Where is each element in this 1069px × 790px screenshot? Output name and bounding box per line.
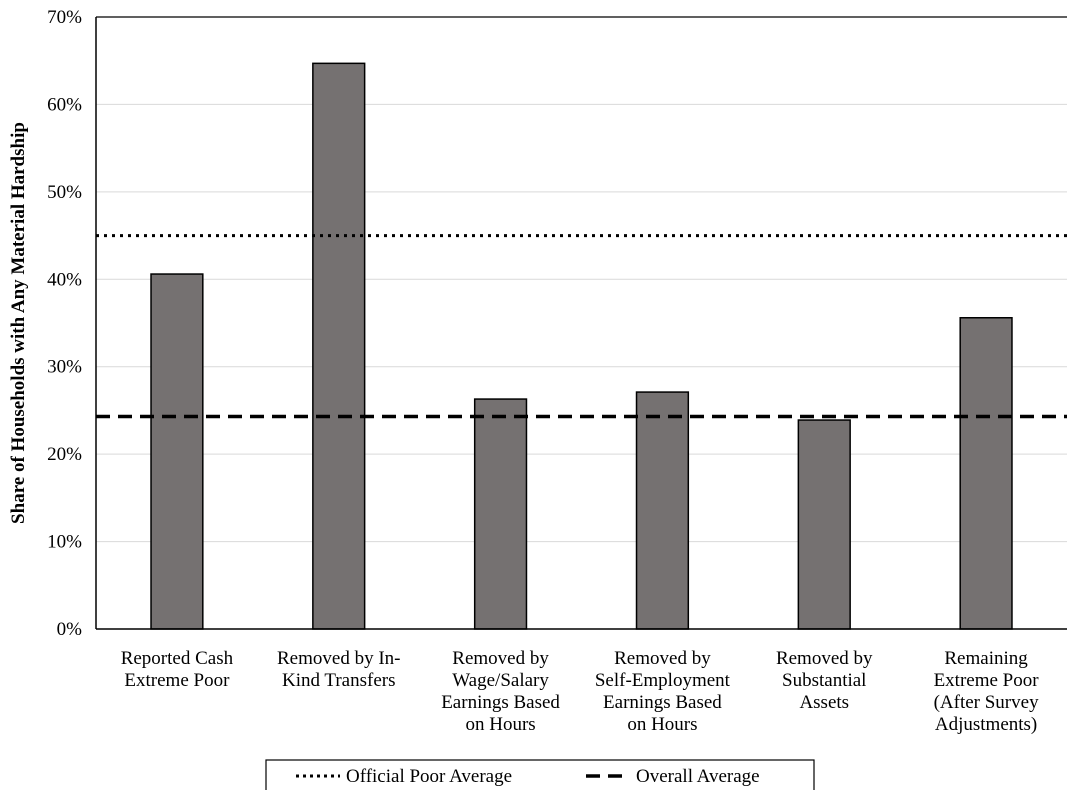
y-tick-label: 10% [47,532,82,553]
bar [959,317,1013,630]
x-category-label: Remaining Extreme Poor (After Survey Adjust… [934,648,1040,735]
x-category-label: Removed by Wage/Salary Earnings Based on Ho… [441,648,560,735]
y-tick-label: 40% [47,269,82,290]
bars [150,62,1013,630]
y-tick-label: 30% [47,357,82,378]
legend-label: Overall Average [636,766,760,787]
legend: Official Poor Average Overall Average [265,759,815,790]
y-tick-labels: 0% 10% 20% 30% 40% 50% 60% 70% [47,7,82,640]
x-category-label: Reported Cash Extreme Poor [121,648,234,691]
y-tick-label: 70% [47,7,82,28]
x-category-label: Removed by In-Kind Transfers [277,648,400,691]
y-tick-label: 60% [47,94,82,115]
x-category-labels: Reported Cash Extreme Poor Removed by In-K… [121,648,1040,735]
axes [95,16,1067,630]
bar [797,419,851,630]
reference-lines [96,234,1067,419]
x-category-label: Removed by Self-Employment Earnings Based o… [595,648,731,735]
bar [150,273,204,630]
legend-label: Official Poor Average [346,766,512,787]
y-axis-title: Share of Households with Any Material Ha… [8,122,29,524]
bar [635,391,690,630]
gridlines [96,103,1067,543]
y-tick-label: 20% [47,444,82,465]
bar [473,398,528,630]
y-tick-label: 50% [47,182,82,203]
legend-box [265,759,815,790]
y-tick-label: 0% [57,619,83,640]
bar [312,62,366,630]
x-category-label: Removed by Substantial Assets [776,648,873,713]
